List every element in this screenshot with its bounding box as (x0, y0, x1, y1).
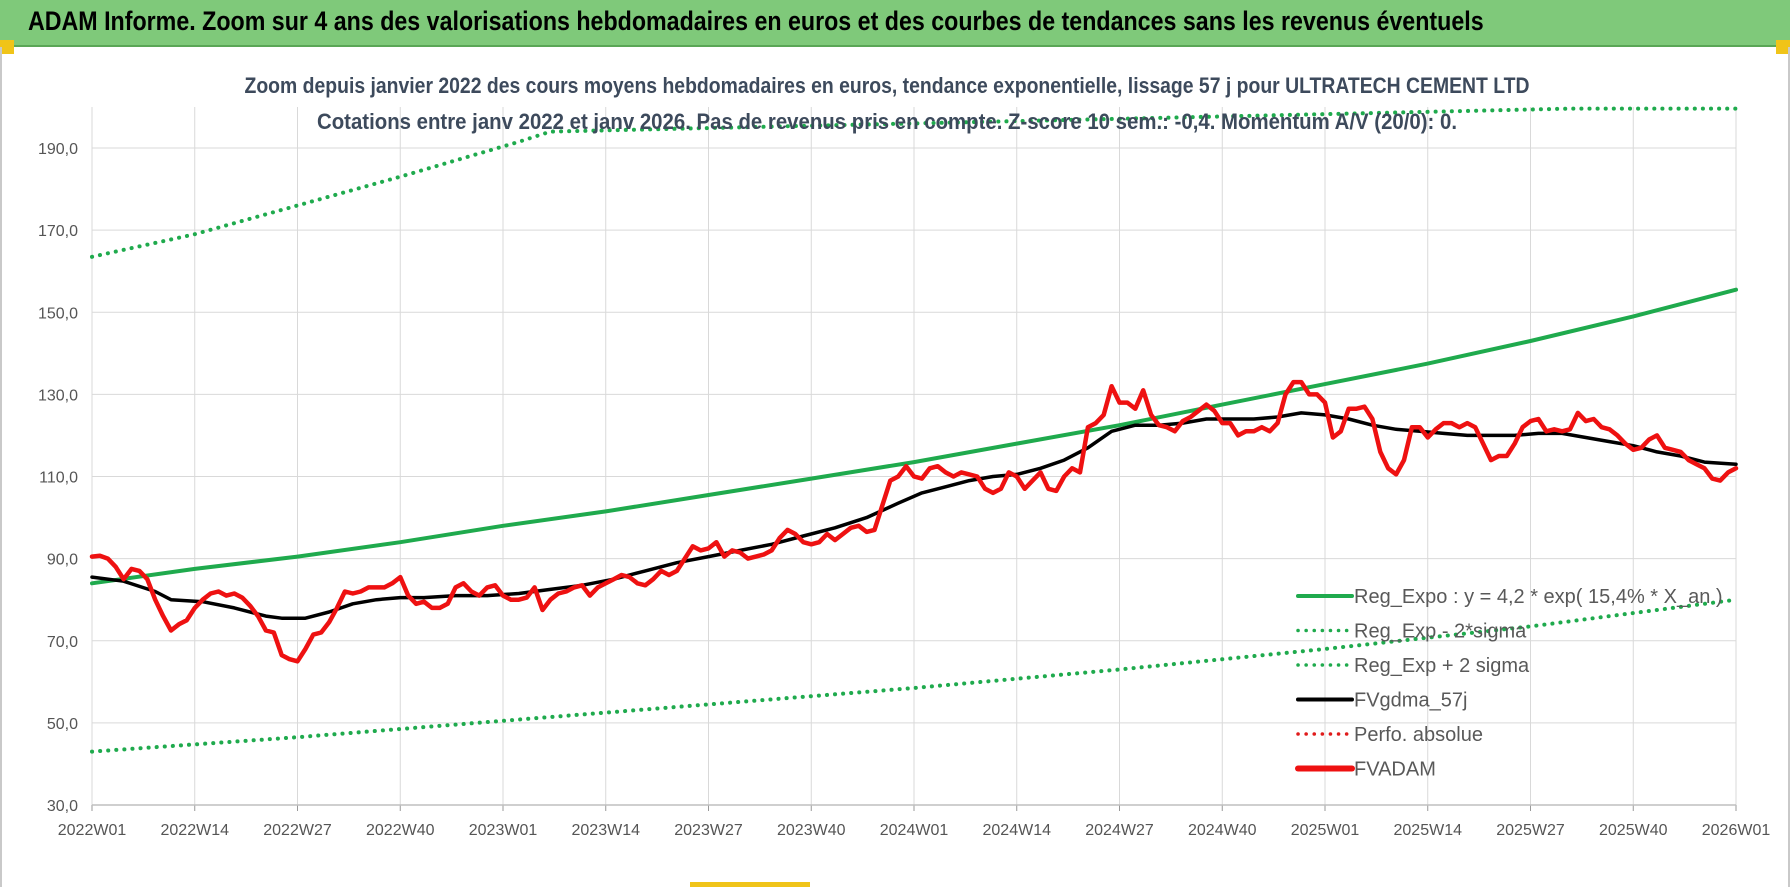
x-tick-label: 2022W40 (366, 822, 435, 839)
x-tick-label: 2025W14 (1394, 822, 1463, 839)
chart-title-line1: Zoom depuis janvier 2022 des cours moyen… (245, 73, 1530, 98)
banner-title: ADAM Informe. Zoom sur 4 ans des valoris… (28, 6, 1484, 36)
y-tick-label: 190,0 (38, 141, 78, 158)
x-tick-label: 2022W01 (58, 822, 127, 839)
legend-entry: FVADAM (1354, 759, 1436, 781)
x-tick-label: 2025W40 (1599, 822, 1668, 839)
y-tick-label: 70,0 (47, 634, 78, 651)
y-tick-label: 90,0 (47, 552, 78, 569)
x-tick-label: 2023W40 (777, 822, 846, 839)
top-banner: ADAM Informe. Zoom sur 4 ans des valoris… (0, 0, 1790, 47)
x-tick-label: 2024W40 (1188, 822, 1257, 839)
chart-title-line2: Cotations entre janv 2022 et janv 2026. … (317, 109, 1457, 134)
x-tick-label: 2023W14 (572, 822, 641, 839)
series-layer (89, 106, 1739, 754)
banner-accent-right (1776, 40, 1790, 54)
y-tick-label: 150,0 (38, 305, 78, 322)
x-tick-label: 2024W01 (880, 822, 949, 839)
x-tick-label: 2022W14 (161, 822, 230, 839)
legend-entry: FVgdma_57j (1354, 690, 1467, 712)
series-line-reg-exp-2-sigma (90, 106, 1738, 259)
y-tick-label: 110,0 (39, 470, 78, 487)
banner-accent-left (0, 40, 14, 54)
legend-entry: Reg_Exp + 2 sigma (1354, 655, 1530, 677)
y-tick-label: 130,0 (38, 387, 78, 404)
x-tick-label: 2023W27 (674, 822, 743, 839)
x-tick-label: 2024W27 (1085, 822, 1154, 839)
x-tick-label: 2025W01 (1291, 822, 1360, 839)
series-line-reg-expo-y-4-2-exp-15-4-x-an (90, 287, 1738, 586)
bottom-accent (690, 882, 810, 887)
x-tick-label: 2024W14 (983, 822, 1052, 839)
x-tick-label: 2025W27 (1496, 822, 1565, 839)
x-tick-label: 2026W01 (1702, 822, 1771, 839)
axis-layer: 30,0 50,0 70,0 90,0 110,0 130,0 150,0 170,0 190,… (38, 141, 1770, 839)
x-tick-label: 2022W27 (263, 822, 332, 839)
x-tick-label: 2023W01 (469, 822, 538, 839)
y-tick-label: 170,0 (38, 223, 78, 240)
y-tick-label: 30,0 (47, 798, 78, 815)
legend-entry: Reg_Exp - 2*sigma (1354, 621, 1527, 643)
legend-background (1280, 578, 1750, 778)
y-tick-label: 50,0 (47, 716, 78, 733)
series-line-fvadam (89, 379, 1739, 664)
legend-entry: Reg_Expo : y = 4,2 * exp( 15,4% * X_an ) (1354, 586, 1723, 608)
legend: Reg_Expo : y = 4,2 * exp( 15,4% * X_an )… (1295, 586, 1723, 781)
chart-frame (0, 47, 1790, 887)
legend-entry: Perfo. absolue (1354, 724, 1483, 746)
series-line-reg-exp-2-sigma (90, 597, 1738, 754)
